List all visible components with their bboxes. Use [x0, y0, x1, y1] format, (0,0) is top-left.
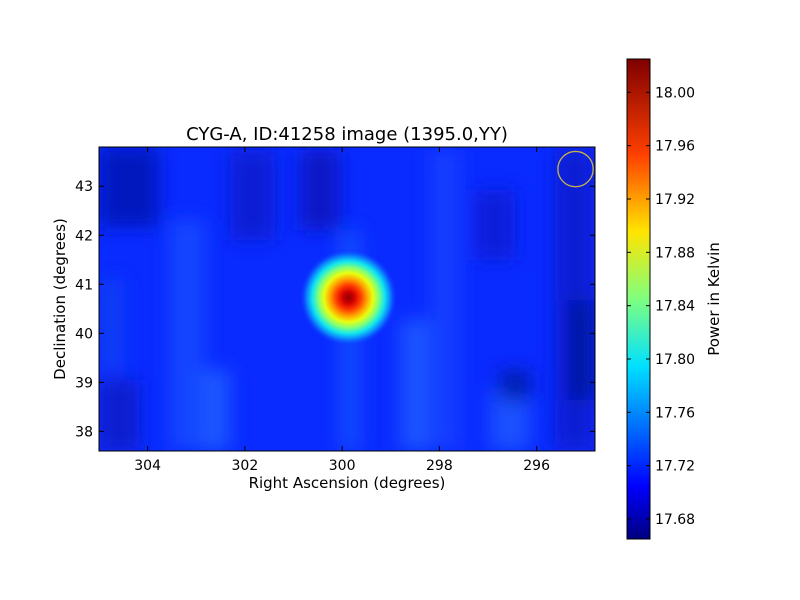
y-tick-label: 43 — [75, 179, 93, 195]
x-tick-label: 296 — [523, 458, 550, 474]
colorbar: 17.68 17.72 17.76 17.80 17.84 17.88 17.92 17.96… — [626, 58, 695, 540]
colorbar-tick-label: 17.96 — [655, 139, 695, 155]
y-tick-label: 41 — [75, 277, 93, 293]
y-tick-label: 38 — [75, 424, 93, 440]
chart-title: CYG-A, ID:41258 image (1395.0,YY) — [186, 124, 508, 145]
y-axis: 38 39 40 41 42 43 — [75, 179, 595, 440]
colorbar-tick-label: 17.68 — [655, 512, 695, 528]
x-axis-label: Right Ascension (degrees) — [249, 474, 446, 492]
y-tick-label: 42 — [75, 228, 93, 244]
plot-frame — [98, 146, 596, 452]
x-tick-label: 298 — [426, 458, 453, 474]
x-tick-label: 304 — [134, 458, 161, 474]
heatmap-texture — [99, 147, 595, 451]
colorbar-frame — [626, 58, 651, 540]
colorbar-gradient — [627, 59, 650, 539]
colorbar-tick-label: 17.84 — [655, 299, 695, 315]
colorbar-tick-label: 18.00 — [655, 85, 695, 101]
x-tick-label: 302 — [232, 458, 259, 474]
colorbar-tick-label: 17.76 — [655, 405, 695, 421]
colorbar-tick-label: 17.88 — [655, 245, 695, 261]
colorbar-tick-label: 17.72 — [655, 459, 695, 475]
plot-area — [99, 147, 595, 451]
y-axis-label: Declination (degrees) — [51, 218, 69, 380]
source-cyg-a — [299, 248, 398, 347]
x-tick-label: 300 — [329, 458, 356, 474]
beam-marker — [557, 150, 594, 188]
y-tick-label: 40 — [75, 326, 93, 342]
y-tick-label: 39 — [75, 375, 93, 391]
colorbar-label: Power in Kelvin — [705, 242, 723, 356]
colorbar-tick-label: 17.80 — [655, 352, 695, 368]
colorbar-tick-label: 17.92 — [655, 192, 695, 208]
colorbar-ticks: 17.68 17.72 17.76 17.80 17.84 17.88 17.92 17.96… — [627, 85, 695, 528]
x-axis: 304 302 300 298 296 — [134, 147, 550, 474]
